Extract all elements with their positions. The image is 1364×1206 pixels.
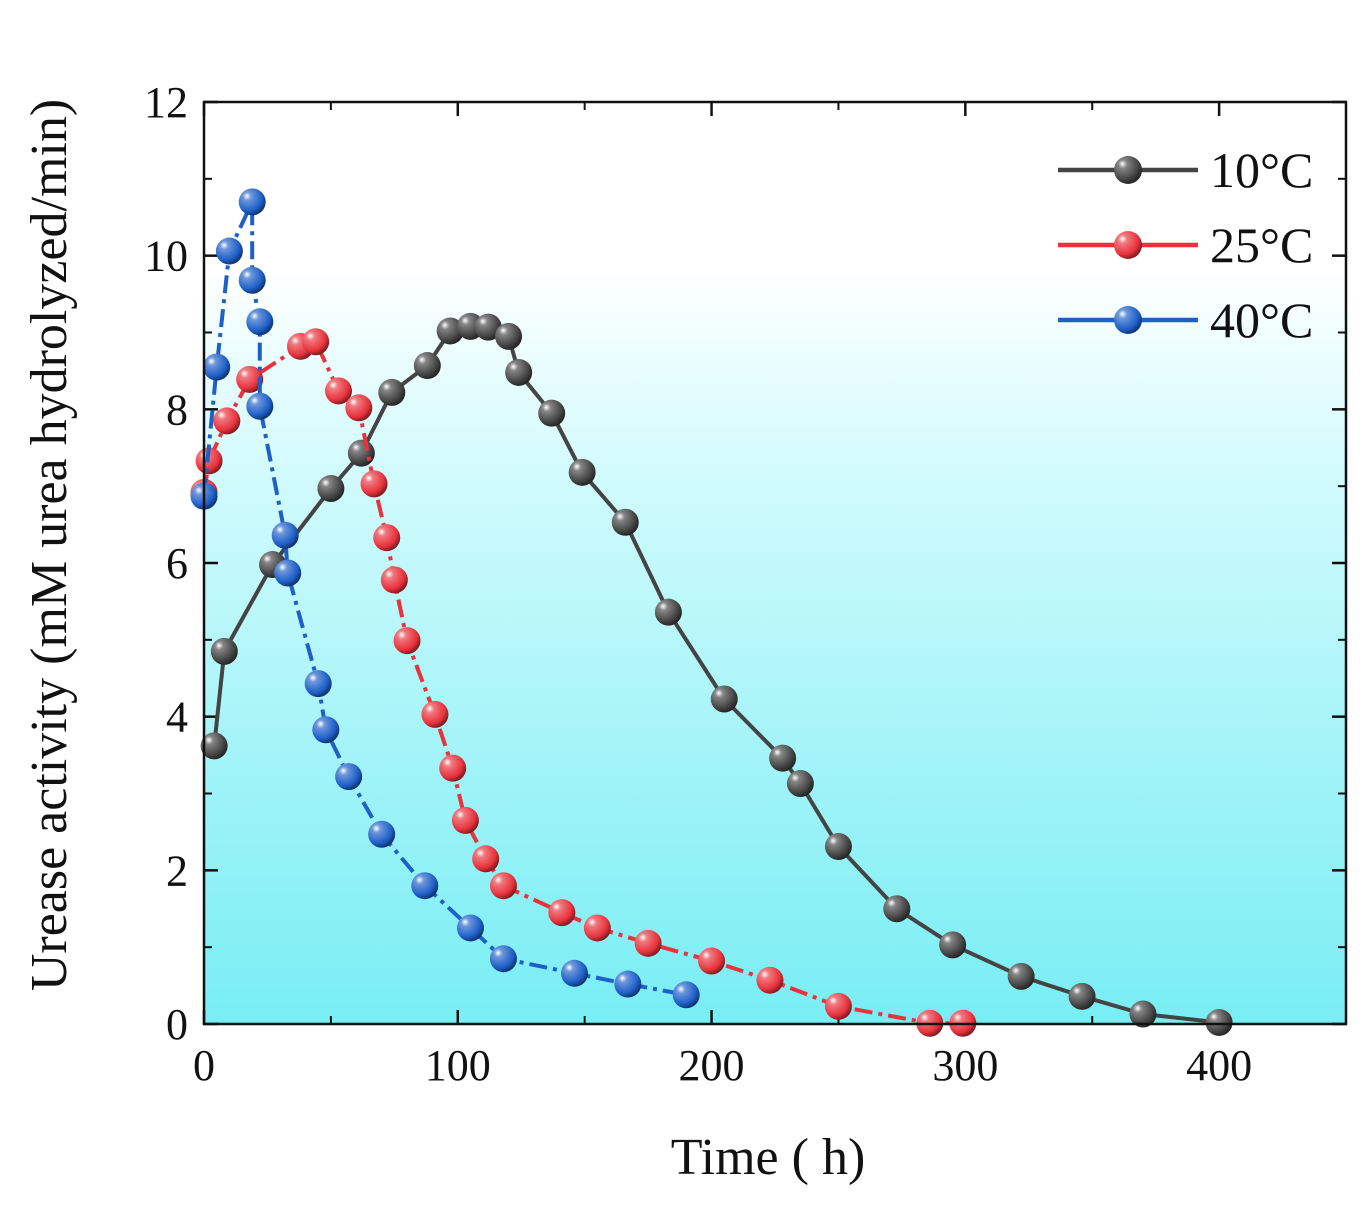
data-point <box>203 353 231 381</box>
y-tick-label: 4 <box>166 693 188 742</box>
data-point <box>456 914 484 942</box>
data-point <box>274 559 302 587</box>
x-axis-title: Time ( h) <box>671 1129 866 1186</box>
data-point <box>1068 982 1096 1010</box>
legend-item: 25°C <box>1058 217 1313 273</box>
data-point <box>495 322 523 350</box>
data-point <box>883 895 911 923</box>
y-tick-label: 2 <box>166 846 188 895</box>
data-point <box>489 872 517 900</box>
data-point <box>236 365 264 393</box>
plot-area <box>204 102 1346 1024</box>
data-point <box>489 945 517 973</box>
data-point <box>436 317 464 345</box>
y-tick-label: 0 <box>166 1000 188 1049</box>
data-point <box>302 328 330 356</box>
legend-marker <box>1114 306 1142 334</box>
data-point <box>413 352 441 380</box>
y-tick-label: 12 <box>144 78 188 127</box>
data-point <box>200 732 228 760</box>
y-tick-label: 6 <box>166 539 188 588</box>
data-point <box>561 959 589 987</box>
data-point <box>472 845 500 873</box>
legend-item: 40°C <box>1058 292 1313 348</box>
data-point <box>538 399 566 427</box>
data-point <box>583 914 611 942</box>
data-point <box>505 358 533 386</box>
data-point <box>215 237 243 265</box>
data-point <box>411 872 439 900</box>
data-point <box>672 981 700 1009</box>
legend-marker <box>1114 156 1142 184</box>
data-point <box>824 833 852 861</box>
legend-marker <box>1114 231 1142 259</box>
legend-label: 25°C <box>1210 217 1313 273</box>
data-point <box>345 394 373 422</box>
data-point <box>368 820 396 848</box>
axis-ticks: 0 100 200 300 400 0 2 4 6 8 10 12 <box>144 78 1346 1090</box>
y-axis-title: Urease activity (mM urea hydrolyzed/min) <box>21 99 78 991</box>
data-point <box>325 377 353 405</box>
data-point <box>317 474 345 502</box>
data-point <box>246 392 274 420</box>
x-tick-label: 300 <box>932 1041 998 1090</box>
x-tick-label: 0 <box>193 1041 215 1090</box>
data-point <box>210 637 238 665</box>
legend: 10°C 25°C 40°C <box>1058 142 1313 348</box>
series-layer <box>190 188 1233 1037</box>
series-40°C <box>190 188 700 1009</box>
data-point <box>304 670 332 698</box>
data-point <box>335 763 363 791</box>
data-point <box>246 308 274 336</box>
legend-label: 10°C <box>1210 142 1313 198</box>
data-point <box>347 439 375 467</box>
data-point <box>439 754 467 782</box>
x-tick-label: 100 <box>425 1041 491 1090</box>
data-point <box>756 966 784 994</box>
data-point <box>393 627 421 655</box>
data-point <box>611 508 639 536</box>
data-point <box>568 458 596 486</box>
legend-label: 40°C <box>1210 292 1313 348</box>
data-point <box>786 770 814 798</box>
data-point <box>634 929 662 957</box>
data-point <box>360 470 388 498</box>
data-point <box>312 716 340 744</box>
data-point <box>769 744 797 772</box>
data-point <box>238 266 266 294</box>
plot-frame <box>202 100 1348 1026</box>
legend-item: 10°C <box>1058 142 1313 198</box>
data-point <box>271 521 299 549</box>
data-point <box>380 566 408 594</box>
data-point <box>614 970 642 998</box>
data-point <box>1205 1008 1233 1036</box>
data-point <box>451 806 479 834</box>
y-tick-label: 8 <box>166 385 188 434</box>
data-point <box>548 899 576 927</box>
x-tick-label: 400 <box>1186 1041 1252 1090</box>
data-point <box>421 700 449 728</box>
data-point <box>698 947 726 975</box>
data-point <box>710 685 738 713</box>
data-point <box>1007 962 1035 990</box>
data-point <box>373 524 401 552</box>
data-point <box>939 931 967 959</box>
x-tick-label: 200 <box>679 1041 745 1090</box>
data-point <box>824 992 852 1020</box>
data-point <box>213 407 241 435</box>
data-point <box>474 313 502 341</box>
data-point <box>378 378 406 406</box>
data-point <box>1129 1000 1157 1028</box>
data-point <box>654 598 682 626</box>
data-point <box>238 188 266 216</box>
y-tick-label: 10 <box>144 232 188 281</box>
series-25°C <box>190 328 977 1037</box>
